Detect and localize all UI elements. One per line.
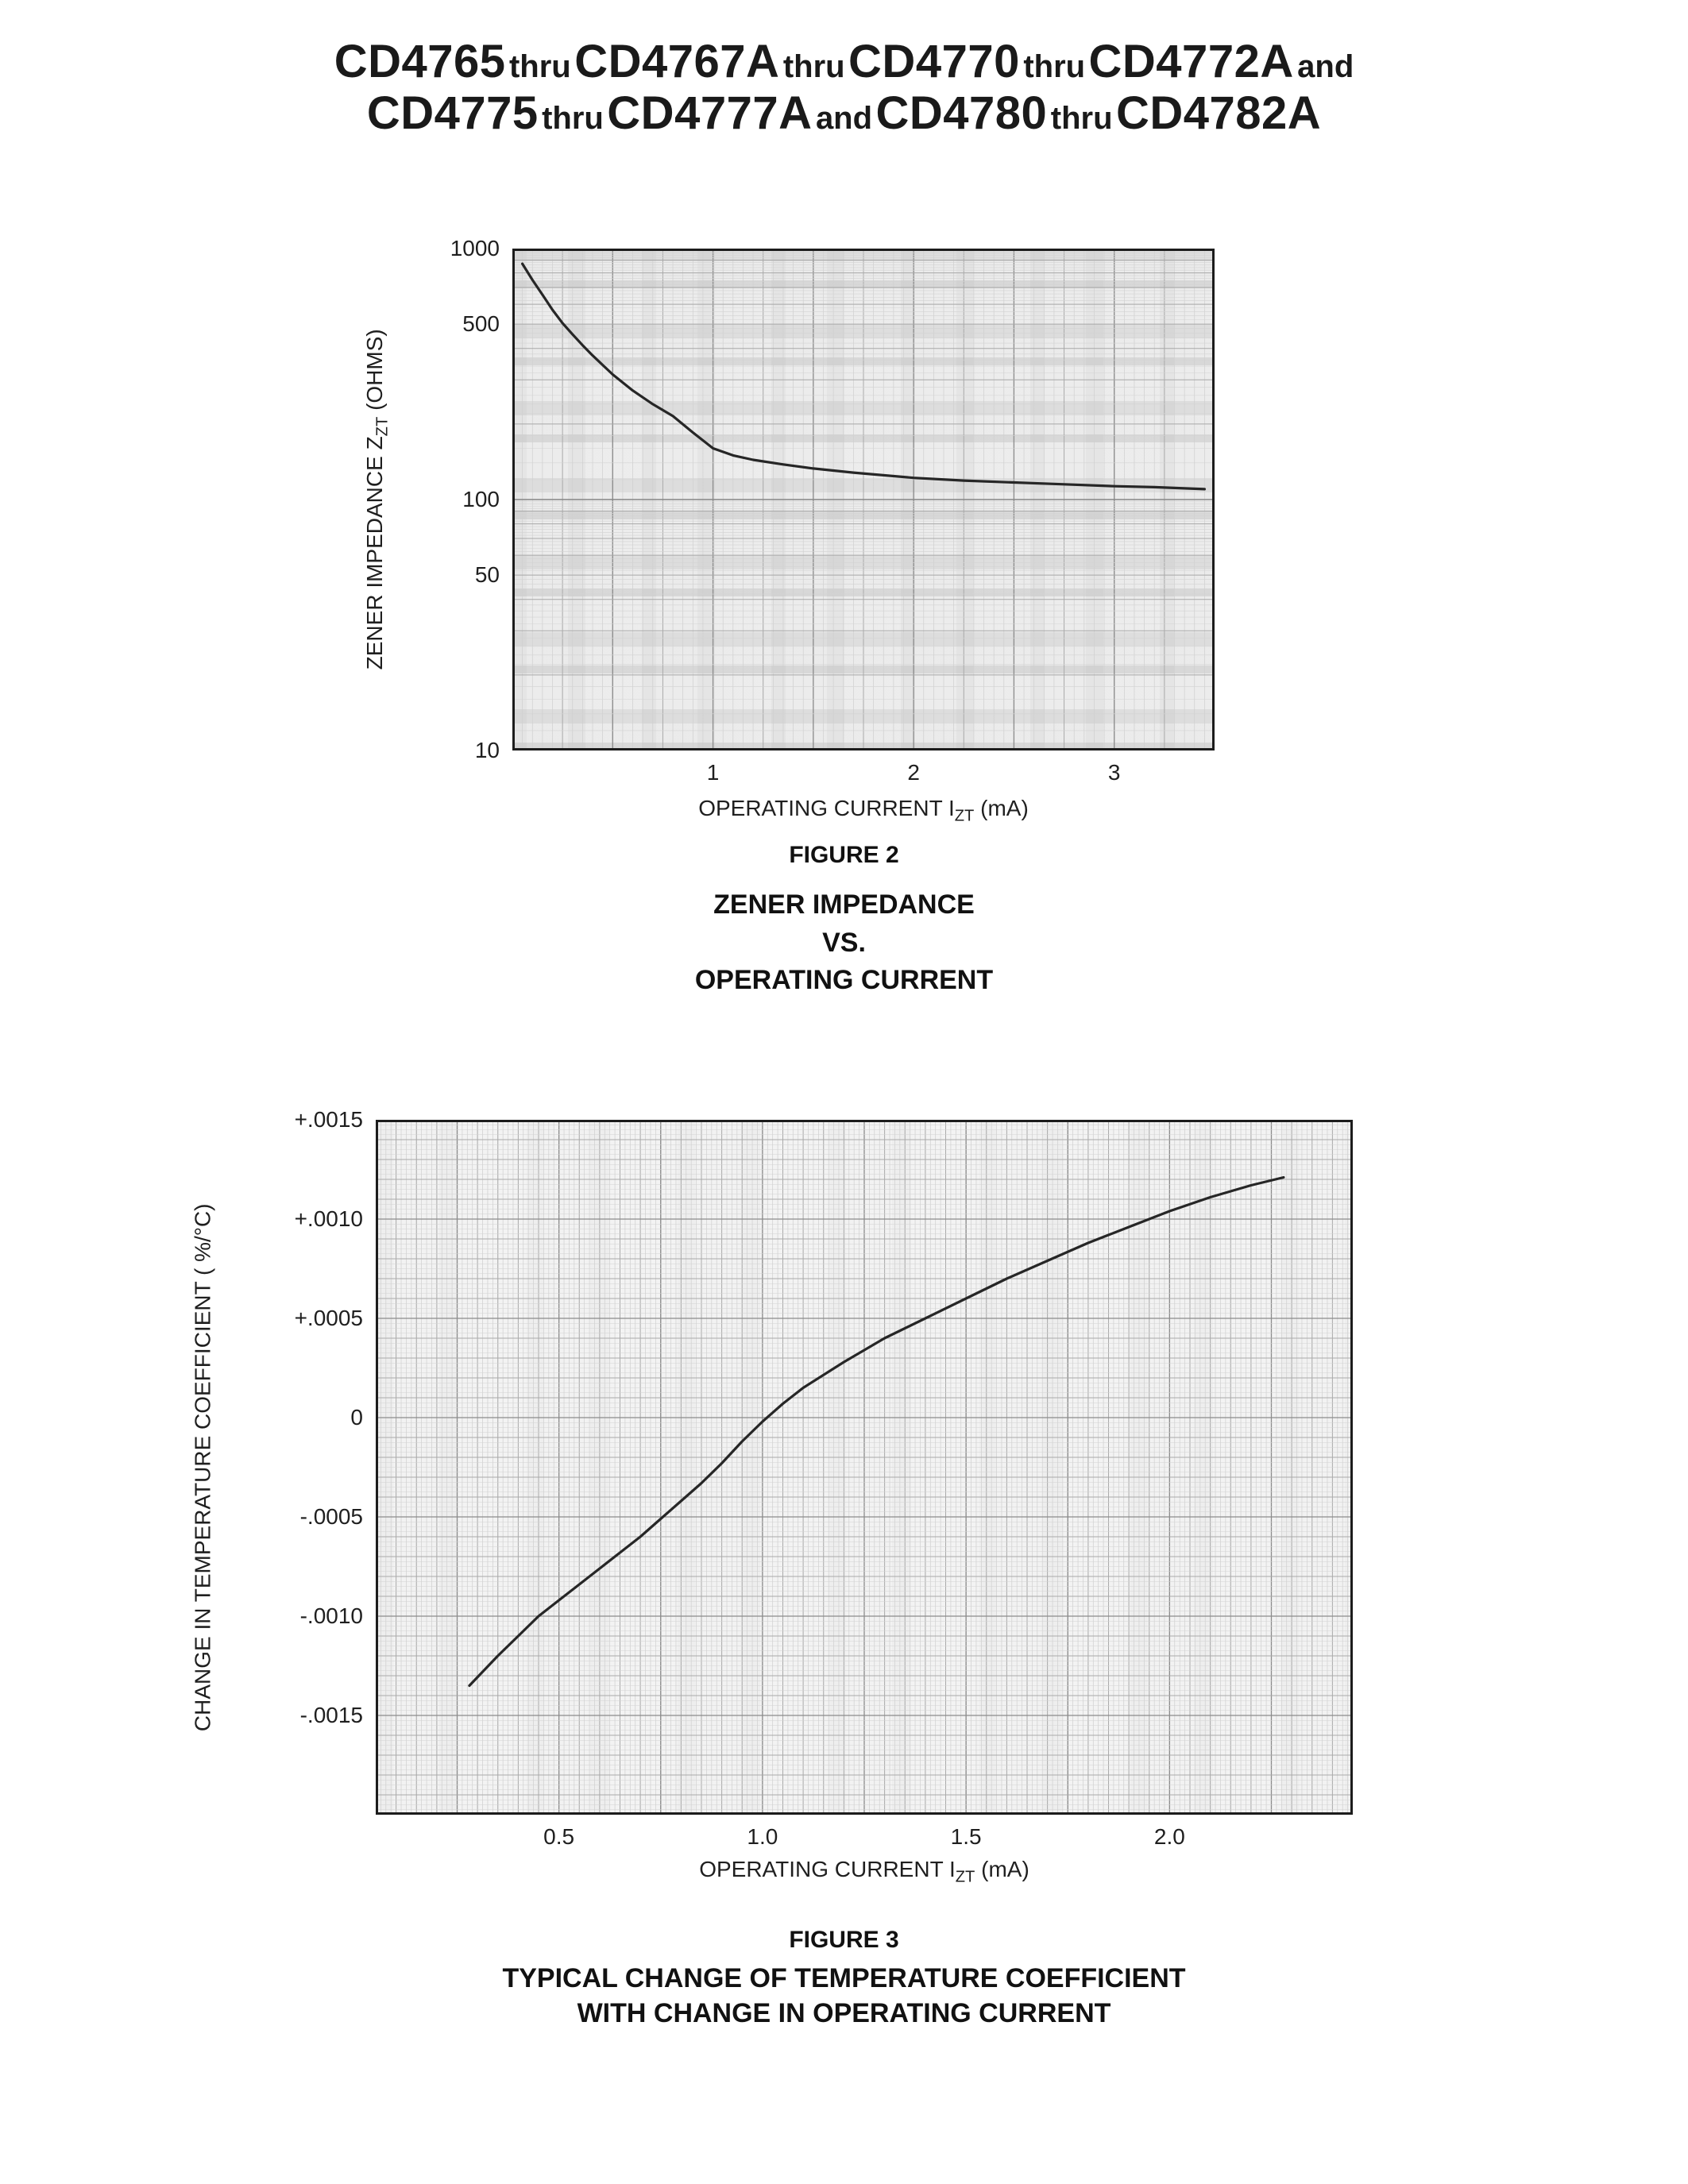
figure2-xlabel-post: (mA) <box>974 796 1029 820</box>
title-token: and <box>815 100 873 136</box>
title-token: thru <box>508 49 571 84</box>
x-tick-label: 1.5 <box>950 1824 982 1849</box>
page-title: CD4765 thru CD4767A thru CD4770 thru CD4… <box>0 36 1688 140</box>
y-tick-label: +.0015 <box>294 1107 363 1132</box>
x-tick-label: 3 <box>1107 760 1121 785</box>
figure2-ylabel-post: (OHMS) <box>362 329 388 417</box>
zener-impedance-curve <box>521 262 1207 491</box>
title-token: CD4780 <box>875 87 1048 139</box>
figure3-xlabel-post: (mA) <box>975 1857 1029 1881</box>
figure3-xlabel-pre: OPERATING CURRENT I <box>699 1857 956 1881</box>
plot-frame <box>376 1120 1353 1815</box>
figure3-x-axis-label: OPERATING CURRENT IZT (mA) <box>376 1857 1353 1887</box>
plot-frame <box>512 249 1215 751</box>
x-tick-label: 2 <box>907 760 920 785</box>
figure3-y-axis-label-text: CHANGE IN TEMPERATURE COEFFICIENT ( %/°C… <box>190 1203 220 1731</box>
title-token: thru <box>782 49 845 84</box>
figure2-ylabel-pre: ZENER IMPEDANCE Z <box>362 436 388 670</box>
title-line-2: CD4775 thru CD4777A and CD4780 thru CD47… <box>0 87 1688 140</box>
y-tick-label: 1000 <box>450 236 500 260</box>
figure2-caption-line-2: VS. <box>822 927 866 958</box>
title-token: thru <box>1023 49 1086 84</box>
figure2-plot-area: 1 2 3 1000 500 100 50 10 <box>450 236 1215 785</box>
title-token: and <box>1297 49 1354 84</box>
title-token: CD4770 <box>848 36 1020 87</box>
figure2-xlabel-sub: ZT <box>954 807 975 825</box>
figure3-plot-area: 0.5 1.0 1.5 2.0 +.0015 +.0010 +.0005 0 -.0005 -.0… <box>295 1107 1353 1849</box>
title-line-1: CD4765 thru CD4767A thru CD4770 thru CD4… <box>0 36 1688 88</box>
figure2-label: FIGURE 2 <box>789 842 899 868</box>
y-tick-label: +.0005 <box>294 1306 363 1330</box>
y-tick-label: 0 <box>350 1405 363 1430</box>
figure2-caption: ZENER IMPEDANCE VS. OPERATING CURRENT <box>0 886 1688 1000</box>
figure3-ylabel-pre: CHANGE IN TEMPERATURE COEFFICIENT ( %/°C… <box>190 1203 215 1731</box>
title-token: CD4777A <box>607 87 813 139</box>
figure3-caption: TYPICAL CHANGE OF TEMPERATURE COEFFICIEN… <box>0 1962 1688 2031</box>
figure2-y-axis-label-text: ZENER IMPEDANCE ZZT (OHMS) <box>362 329 392 669</box>
figure2-x-axis-label: OPERATING CURRENT IZT (mA) <box>512 796 1215 826</box>
x-tick-label: 1.0 <box>747 1824 778 1849</box>
y-tick-label: -.0005 <box>299 1504 363 1529</box>
fig3-canvas <box>376 1120 1353 1815</box>
figure2-caption-line-3: OPERATING CURRENT <box>694 965 994 996</box>
y-tick-label: 50 <box>474 562 500 588</box>
y-tick-label: +.0010 <box>294 1206 363 1231</box>
figure2-caption-line-1: ZENER IMPEDANCE <box>713 889 975 920</box>
y-tick-label: 10 <box>474 738 500 762</box>
y-tick-label: 500 <box>462 311 500 337</box>
figure3-xlabel-sub: ZT <box>955 1868 975 1886</box>
figure2-xlabel-pre: OPERATING CURRENT I <box>698 796 955 820</box>
title-token: CD4767A <box>574 36 780 87</box>
fig2-canvas <box>512 249 1215 751</box>
figure3-label: FIGURE 3 <box>789 1927 899 1953</box>
y-tick-label: -.0010 <box>299 1603 363 1628</box>
x-tick-label: 2.0 <box>1153 1824 1185 1849</box>
temp-coefficient-change-curve <box>468 1175 1285 1688</box>
title-token: CD4782A <box>1116 87 1322 139</box>
title-token: CD4772A <box>1088 36 1294 87</box>
x-tick-label: 1 <box>706 760 720 785</box>
y-tick-label: 100 <box>462 487 500 511</box>
title-token: thru <box>542 100 604 136</box>
y-tick-label: -.0015 <box>299 1703 363 1727</box>
figure2-y-axis-label: ZENER IMPEDANCE ZZT (OHMS) <box>353 249 401 751</box>
figure3-y-axis-label: CHANGE IN TEMPERATURE COEFFICIENT ( %/°C… <box>181 1120 229 1815</box>
title-token: CD4775 <box>366 87 539 139</box>
title-token: thru <box>1050 100 1113 136</box>
figure3-caption-line-1: TYPICAL CHANGE OF TEMPERATURE COEFFICIEN… <box>502 1963 1186 1993</box>
title-token: CD4765 <box>334 36 506 87</box>
figure3-caption-line-2: WITH CHANGE IN OPERATING CURRENT <box>577 1997 1111 2028</box>
figure2-ylabel-sub: ZT <box>373 416 392 437</box>
x-tick-label: 0.5 <box>543 1824 575 1849</box>
